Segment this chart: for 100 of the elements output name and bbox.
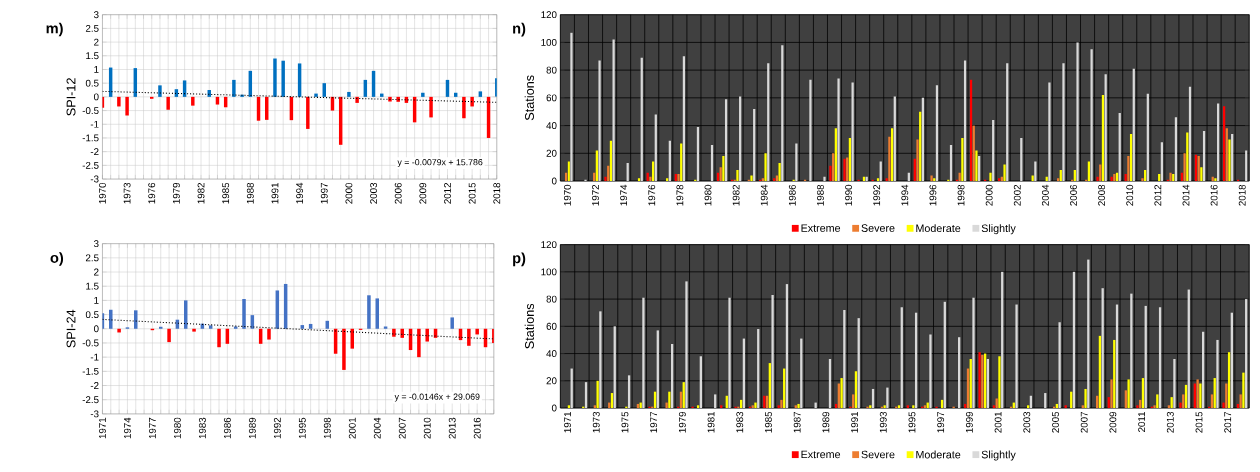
bar bbox=[1048, 82, 1051, 182]
x-tick-label: 1995 bbox=[908, 412, 916, 433]
bar bbox=[242, 299, 246, 329]
x-tick-label: 1987 bbox=[793, 412, 801, 433]
bar bbox=[665, 402, 668, 409]
bar bbox=[300, 325, 305, 329]
y-tick-label: -1 bbox=[90, 121, 99, 128]
y-tick-label: 2.5 bbox=[85, 254, 99, 262]
bar bbox=[840, 378, 843, 409]
bar bbox=[1127, 379, 1130, 409]
bar bbox=[1167, 405, 1171, 409]
bar bbox=[843, 310, 846, 409]
x-tick-label: 1984 bbox=[760, 184, 768, 206]
x-tick-label: 2014 bbox=[1182, 184, 1190, 206]
x-tick-label: 2005 bbox=[1052, 412, 1059, 433]
bar bbox=[1084, 389, 1087, 409]
bar bbox=[832, 153, 835, 182]
x-tick-label: 2000 bbox=[345, 183, 353, 204]
bar bbox=[1200, 167, 1203, 182]
x-tick-label: 2018 bbox=[1238, 185, 1246, 206]
x-tick-label: 1998 bbox=[957, 185, 965, 206]
bar bbox=[429, 97, 433, 118]
bar bbox=[281, 60, 285, 98]
bar bbox=[998, 356, 1001, 409]
legend-label: Slightly bbox=[981, 450, 1016, 461]
bar bbox=[388, 97, 392, 102]
bar bbox=[596, 380, 599, 409]
bar bbox=[780, 400, 783, 409]
y-tick-label: -2 bbox=[90, 382, 99, 390]
y-tick-label: 0 bbox=[551, 404, 557, 412]
bar bbox=[1031, 175, 1034, 182]
legend-label: Extreme bbox=[801, 224, 841, 233]
y-tick-label: 20 bbox=[546, 377, 557, 385]
y-tick-label: -1.5 bbox=[82, 134, 99, 142]
y-tick-label: 3 bbox=[93, 240, 99, 248]
x-tick-label: 2013 bbox=[448, 417, 456, 439]
x-tick-label: 2009 bbox=[1109, 412, 1117, 433]
y-tick-label: 3 bbox=[93, 11, 99, 19]
bar bbox=[666, 178, 669, 182]
x-tick-label: 1996 bbox=[929, 185, 937, 206]
x-tick-label: 1992 bbox=[273, 418, 281, 439]
x-tick-label: 1976 bbox=[148, 183, 156, 204]
bar bbox=[1228, 139, 1231, 182]
bar bbox=[425, 328, 429, 342]
bar bbox=[417, 328, 421, 358]
bar bbox=[191, 97, 195, 106]
x-tick-label: 1980 bbox=[704, 185, 712, 206]
bar bbox=[1090, 49, 1093, 182]
x-tick-label: 2009 bbox=[419, 183, 427, 204]
bar bbox=[720, 405, 723, 409]
x-tick-label: 2008 bbox=[1098, 185, 1106, 206]
y-tick-label: 40 bbox=[546, 122, 557, 130]
x-tick-label: 1973 bbox=[592, 412, 600, 433]
x-tick-label: 1989 bbox=[822, 412, 830, 433]
bar bbox=[888, 136, 891, 182]
x-tick-label: 1995 bbox=[298, 417, 306, 439]
bar bbox=[355, 97, 359, 104]
x-tick-label: 2004 bbox=[373, 417, 381, 439]
bar bbox=[1183, 153, 1186, 182]
bar bbox=[764, 153, 767, 182]
bar bbox=[1174, 117, 1178, 182]
y-tick-label: -2.5 bbox=[82, 162, 99, 169]
x-tick-label: 1979 bbox=[678, 412, 686, 433]
x-tick-label: 2001 bbox=[348, 418, 356, 439]
bar bbox=[1199, 383, 1202, 409]
text: o) bbox=[50, 252, 64, 266]
x-tick-label: 2006 bbox=[1070, 185, 1077, 206]
bar bbox=[1216, 340, 1219, 409]
x-tick-label: 2006 bbox=[394, 183, 402, 204]
bar bbox=[1081, 405, 1084, 409]
bar bbox=[314, 93, 318, 98]
y-tick-label: 0 bbox=[93, 93, 99, 101]
x-tick-label: 1994 bbox=[296, 182, 304, 204]
annotation: y = -0.0079x + 15.786 bbox=[397, 159, 483, 168]
bar bbox=[771, 295, 774, 409]
y-tick-label: 60 bbox=[546, 94, 557, 102]
bar bbox=[1210, 394, 1214, 409]
x-tick-label: 2013 bbox=[1166, 412, 1174, 433]
bar bbox=[714, 394, 717, 409]
bar bbox=[885, 178, 888, 182]
bar bbox=[1062, 63, 1065, 182]
x-tick-label: 2010 bbox=[423, 417, 431, 439]
bar bbox=[1222, 402, 1225, 409]
y-tick-label: 2 bbox=[94, 38, 99, 46]
bar bbox=[642, 297, 645, 409]
x-tick-label: 2016 bbox=[473, 417, 481, 439]
bar bbox=[117, 328, 121, 333]
bar bbox=[1076, 42, 1079, 182]
bar bbox=[604, 177, 607, 182]
bar bbox=[1064, 405, 1067, 409]
y-tick-label: -1.5 bbox=[82, 368, 99, 375]
legend-label: Severe bbox=[861, 224, 895, 233]
bar bbox=[685, 281, 688, 409]
x-tick-label: 2004 bbox=[1041, 184, 1049, 206]
x-tick-label: 1974 bbox=[123, 417, 131, 439]
bar bbox=[728, 297, 731, 409]
bar bbox=[1027, 405, 1030, 409]
bar bbox=[1136, 405, 1139, 409]
x-tick-label: 1975 bbox=[621, 412, 629, 433]
x-tick-label: 2015 bbox=[468, 183, 476, 204]
